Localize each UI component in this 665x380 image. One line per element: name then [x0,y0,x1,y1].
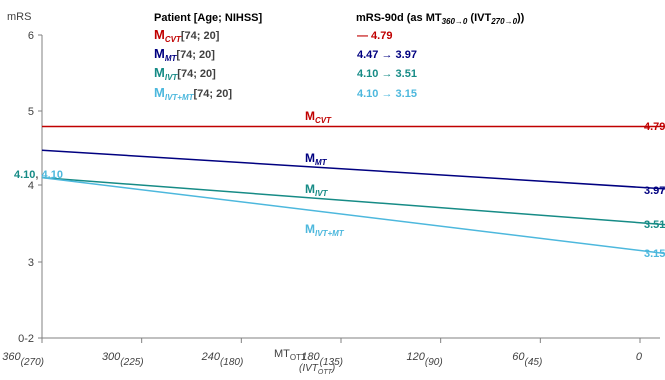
x-tick-label: 240(180) [201,351,244,368]
series-end-label: 3.51 [644,219,665,231]
legend-header-mrs: mRS-90d (as MT360→0 (IVT270→0)) [356,12,525,26]
legend-series-value: — 4.79 [357,30,392,42]
y-tick-label: 6 [28,30,34,42]
series-line-ivt-mt [41,176,665,255]
legend: Patient [Age; NIHSS] mRS-90d (as MT360→0 … [154,12,525,102]
inline-series-label: MMT [305,151,328,167]
start-value-label: 4.10, 4.10 [14,169,63,181]
y-tick-label: 4 [28,180,34,192]
x-axis-label-paren: (IVTOTT) [299,363,335,376]
axes: mRS 6 5 4 3 0-2 360(270) 300(225) 240(180) 180(13… [2,11,660,376]
legend-series-value: 4.47 → 3.97 [357,49,417,61]
series-end-label: 3.97 [644,185,665,197]
x-tick-label: 300(225) [102,351,144,368]
series-line-ivt [41,176,665,226]
inline-series-label: MIVT [305,182,329,198]
legend-series-name: MMT[74; 20] [154,46,215,63]
inline-series-label: MIVT+MT [305,222,345,238]
series-end-label: 4.79 [644,121,665,133]
legend-header-patient: Patient [Age; NIHSS] [154,12,263,24]
y-tick-label: 3 [28,257,34,269]
series-lines: 4.79 3.97 3.51 3.15 4.10, 4.10 [14,121,665,260]
series-end-label: 3.15 [644,248,665,260]
legend-series-value: 4.10 → 3.15 [357,88,417,100]
legend-series-name: MIVT+MT[74; 20] [154,85,232,102]
legend-series-name: MIVT[74; 20] [154,65,216,82]
y-tick-label: 5 [28,106,34,118]
series-line-mt [41,149,665,190]
y-tick-label: 0-2 [18,333,34,345]
x-tick-label: 180(135) [301,351,343,368]
x-tick-label: 120(90) [407,351,443,368]
x-tick-label: 0 [636,351,643,363]
inline-series-labels: MCVT MMT MIVT MIVT+MT [305,109,345,238]
x-axis-label: MTOTT [274,348,306,362]
legend-series-name: MCVT[74; 20] [154,27,220,44]
x-tick-label: 60(45) [512,351,542,368]
inline-series-label: MCVT [305,109,332,125]
legend-series-value: 4.10 → 3.51 [357,68,417,80]
y-axis-label: mRS [7,11,31,23]
x-tick-label: 360(270) [2,351,44,368]
